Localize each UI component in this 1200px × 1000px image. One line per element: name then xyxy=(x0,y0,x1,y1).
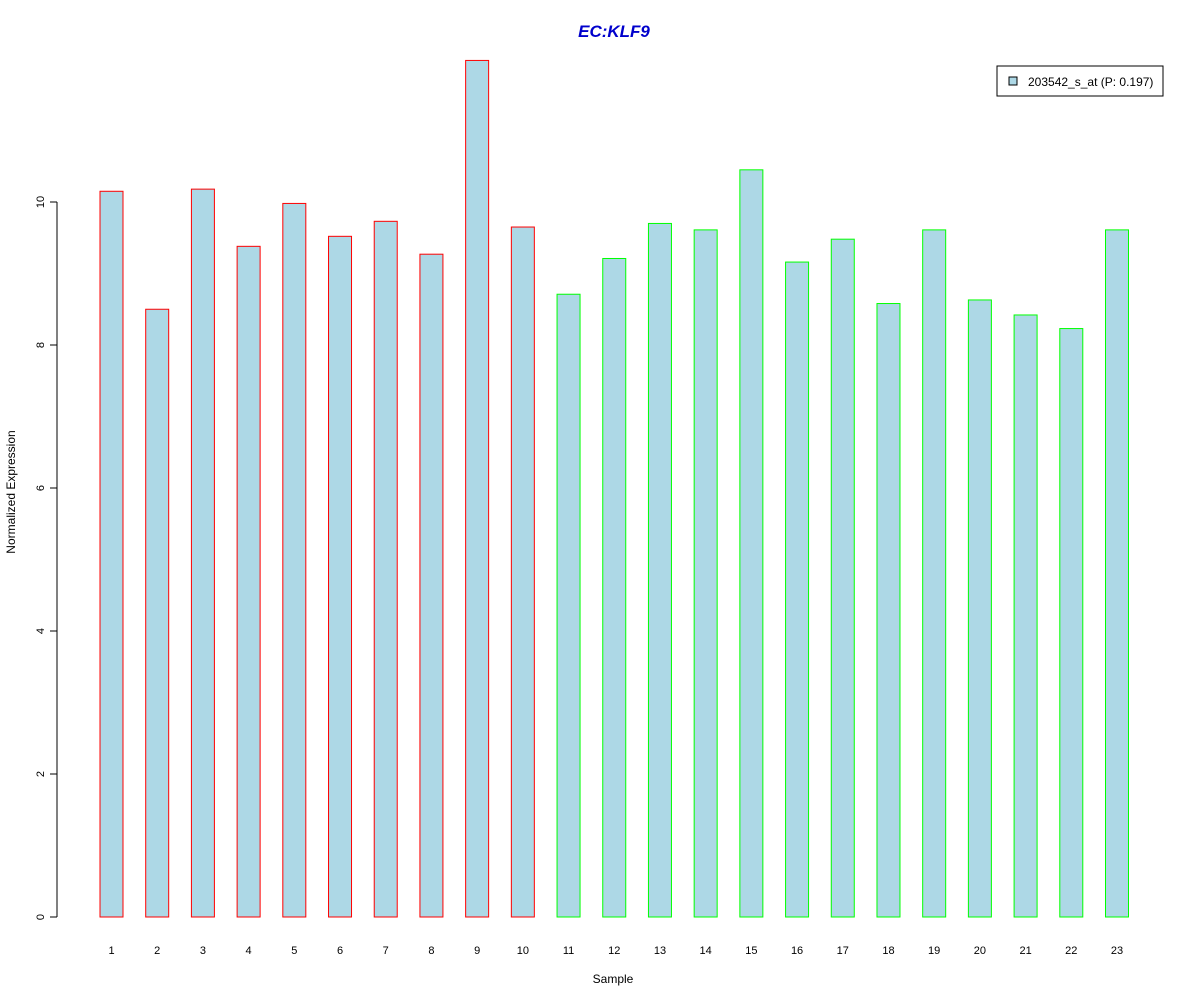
x-tick-label: 17 xyxy=(837,945,849,957)
bar-sample-6 xyxy=(328,235,353,918)
x-tick-label: 22 xyxy=(1065,945,1077,957)
x-tick-label: 6 xyxy=(337,945,343,957)
legend: 203542_s_at (P: 0.197) xyxy=(996,65,1164,97)
x-tick-label: 15 xyxy=(745,945,757,957)
bar-sample-19 xyxy=(922,229,947,918)
bar-sample-15 xyxy=(739,169,764,918)
x-tick-label: 14 xyxy=(700,945,712,957)
y-axis: 0 2 4 6 8 10 xyxy=(35,196,58,920)
bar-sample-21 xyxy=(1013,314,1038,918)
bar-sample-17 xyxy=(830,238,855,918)
y-tick-label: 0 xyxy=(35,914,47,920)
x-tick-label: 2 xyxy=(154,945,160,957)
legend-swatch xyxy=(1008,76,1018,86)
bar-sample-12 xyxy=(602,257,627,918)
y-tick-label: 4 xyxy=(35,628,47,634)
x-tick-label: 21 xyxy=(1019,945,1031,957)
x-tick-label: 1 xyxy=(108,945,114,957)
x-tick-label: 9 xyxy=(474,945,480,957)
x-tick-label: 18 xyxy=(882,945,894,957)
x-tick-label: 5 xyxy=(291,945,297,957)
bar-sample-13 xyxy=(647,222,672,918)
bar-sample-10 xyxy=(510,226,535,918)
bar-sample-11 xyxy=(556,293,581,918)
chart-title: EC:KLF9 xyxy=(578,22,650,41)
x-tick-label: 3 xyxy=(200,945,206,957)
bar-sample-4 xyxy=(236,245,261,918)
bar-sample-18 xyxy=(876,303,901,918)
x-tick-label: 10 xyxy=(517,945,529,957)
bar-sample-5 xyxy=(282,202,307,918)
bar-sample-8 xyxy=(419,253,444,918)
y-axis-label: Normalized Expression xyxy=(4,430,18,553)
bar-sample-14 xyxy=(693,229,718,918)
bar-sample-22 xyxy=(1059,328,1084,918)
x-tick-label: 13 xyxy=(654,945,666,957)
bar-sample-20 xyxy=(967,299,992,918)
x-axis-label: Sample xyxy=(593,972,634,986)
y-tick-label: 2 xyxy=(35,771,47,777)
bar-sample-7 xyxy=(373,220,398,918)
bar-sample-9 xyxy=(465,59,490,918)
bar-sample-2 xyxy=(145,308,170,918)
bar-sample-23 xyxy=(1105,229,1129,918)
y-tick-label: 6 xyxy=(35,485,47,491)
bar-sample-16 xyxy=(785,261,810,918)
x-tick-label: 11 xyxy=(563,945,574,957)
x-tick-label: 12 xyxy=(608,945,620,957)
x-tick-label: 16 xyxy=(791,945,803,957)
x-tick-label: 8 xyxy=(428,945,434,957)
legend-label: 203542_s_at (P: 0.197) xyxy=(1028,75,1153,89)
y-tick-label: 8 xyxy=(35,342,47,348)
x-tick-label: 4 xyxy=(246,945,252,957)
x-tick-label: 23 xyxy=(1111,945,1123,957)
y-tick-label: 10 xyxy=(35,196,47,208)
x-tick-label: 19 xyxy=(928,945,940,957)
legend-box xyxy=(996,65,1164,97)
bars xyxy=(99,59,1129,918)
x-axis-tick-labels: 1 2 3 4 5 6 7 8 9 10 11 12 13 14 15 16 17 18 19 20 21 22 23 xyxy=(108,945,1123,957)
bar-sample-3 xyxy=(190,188,215,918)
bar-sample-1 xyxy=(99,190,124,918)
x-tick-label: 7 xyxy=(383,945,389,957)
x-tick-label: 20 xyxy=(974,945,986,957)
